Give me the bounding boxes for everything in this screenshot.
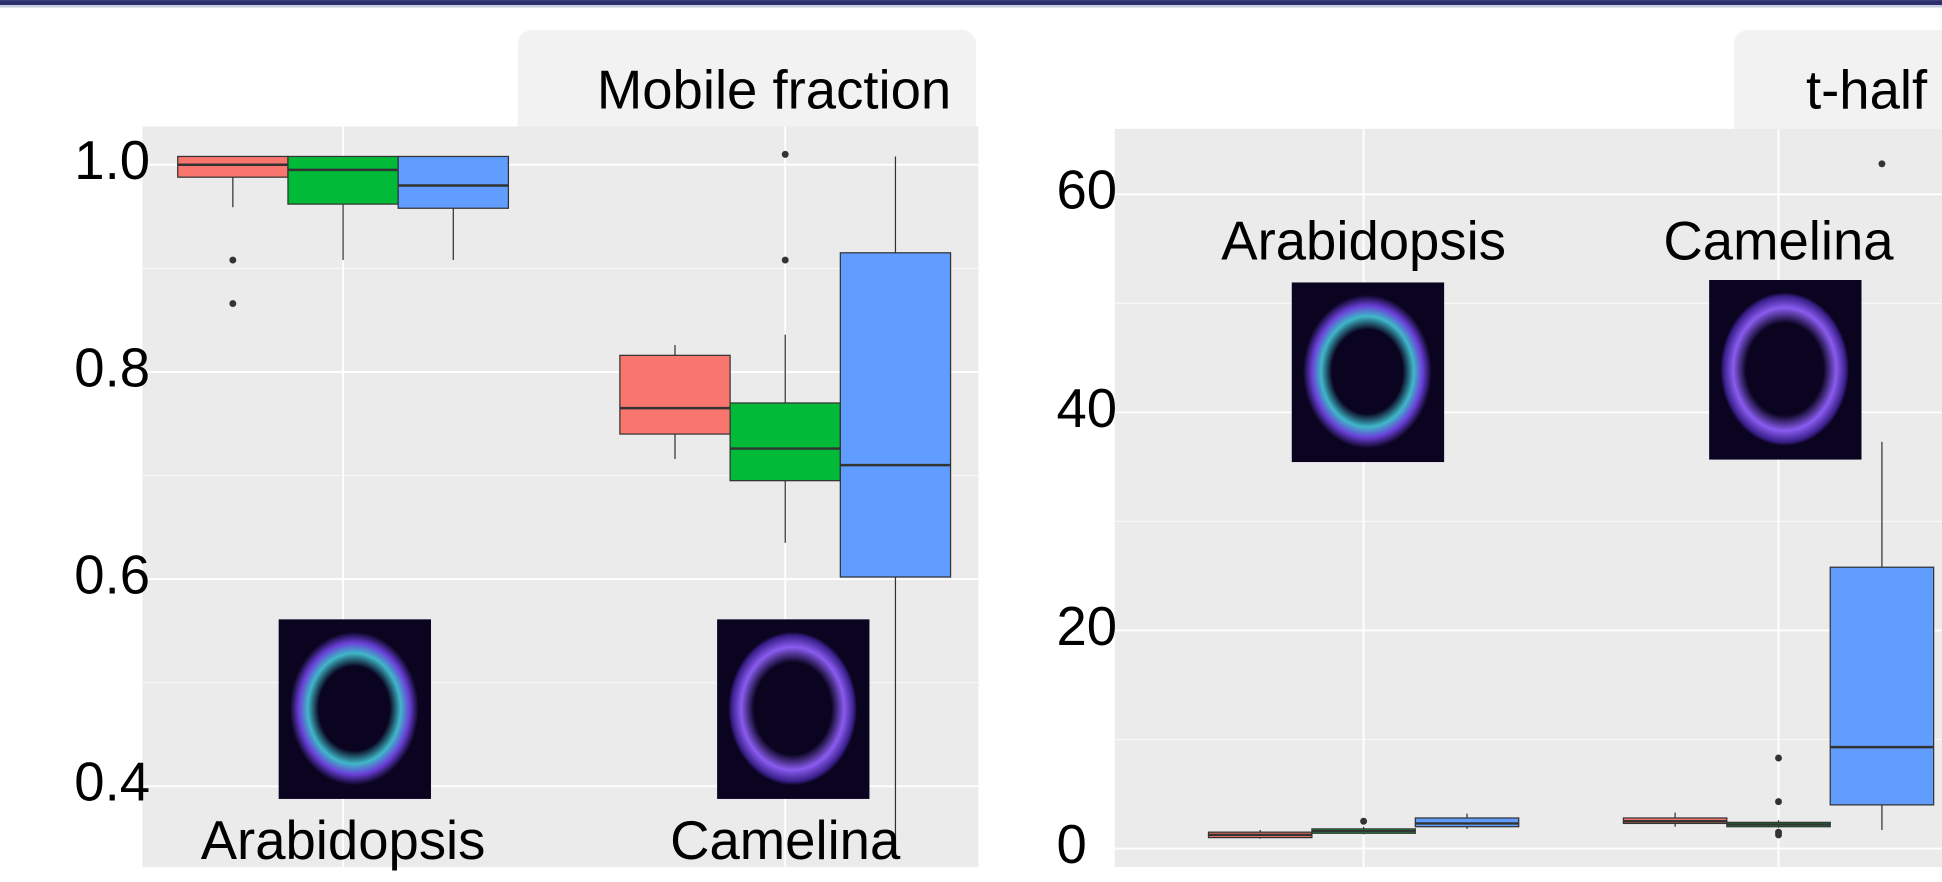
- page: {"chart_data": [ {"type": "box", "title"…: [0, 0, 1942, 882]
- plots: Arabidopsis Camelina 0.4 0.6 0.8 1.0 Mobile fr…: [74, 60, 1942, 875]
- panel: Arabidopsis Camelina: [142, 126, 978, 871]
- panel: Arabidopsis Camelina: [1115, 129, 1942, 867]
- chart: Arabidopsis Camelina 0.4 0.6 0.8 1.0 Mobile fr…: [0, 0, 1942, 882]
- box: [840, 253, 950, 577]
- box: [1830, 567, 1933, 805]
- panel-title: t-half: [1806, 60, 1928, 121]
- outlier: [229, 257, 236, 264]
- box: [730, 403, 840, 481]
- outlier: [229, 300, 236, 307]
- box: [288, 156, 398, 204]
- y-tick-label: 1.0: [74, 130, 150, 191]
- y-tick-label: 40: [1056, 378, 1117, 439]
- thumbnail-ring: [290, 632, 419, 786]
- thumbnail-ring: [728, 632, 857, 786]
- category-label: Arabidopsis: [1221, 211, 1506, 272]
- outlier: [1775, 798, 1782, 805]
- y-tick-label: 0.4: [74, 752, 150, 813]
- thumbnail-ring: [1720, 292, 1849, 446]
- y-tick-label: 0: [1056, 814, 1086, 875]
- outlier: [782, 151, 789, 158]
- top-band-edge: [0, 5, 1942, 7]
- y-tick-label: 60: [1056, 160, 1117, 221]
- y-tick-label: 0.8: [74, 337, 150, 398]
- outlier: [1775, 831, 1782, 838]
- panel-title: Mobile fraction: [597, 60, 951, 121]
- outlier: [1878, 160, 1885, 167]
- y-tick-label: 0.6: [74, 544, 150, 605]
- box: [178, 156, 288, 177]
- category-label: Camelina: [670, 810, 901, 871]
- thumbnail-ring: [1303, 295, 1432, 449]
- top-band: [0, 0, 1942, 5]
- outlier: [1360, 818, 1367, 825]
- box: [620, 355, 730, 434]
- box: [398, 156, 508, 208]
- y-tick-label: 20: [1056, 596, 1117, 657]
- category-label: Camelina: [1663, 211, 1894, 272]
- outlier: [782, 257, 789, 264]
- outlier: [1775, 755, 1782, 762]
- category-label: Arabidopsis: [201, 810, 486, 871]
